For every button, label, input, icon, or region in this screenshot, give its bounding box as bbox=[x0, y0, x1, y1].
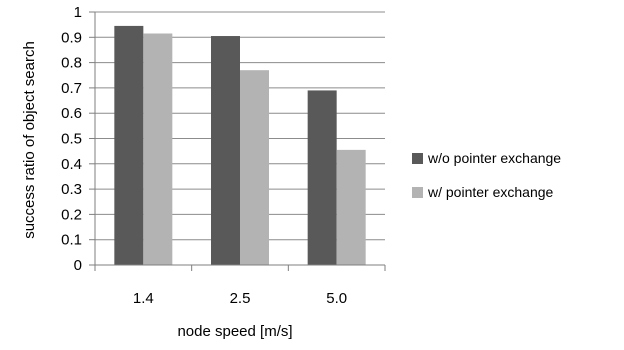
y-tick-label: 0.8 bbox=[61, 55, 82, 72]
x-axis-title: node speed [m/s] bbox=[177, 323, 292, 340]
legend-swatch bbox=[412, 153, 423, 164]
tick-labels: 0 0.1 0.2 0.3 0.4 0.5 0.6 0.7 0.8 0.9 1 1.4 2.5 5.0 bbox=[61, 4, 347, 307]
bar-without-pointer-exchange bbox=[114, 25, 144, 265]
bar-with-pointer-exchange bbox=[240, 70, 269, 265]
legend-label: w/o pointer exchange bbox=[427, 150, 561, 166]
y-tick-label: 0.1 bbox=[61, 232, 82, 249]
legend-label: w/ pointer exchange bbox=[427, 184, 554, 200]
bar-without-pointer-exchange bbox=[211, 36, 240, 265]
y-tick-label: 0.5 bbox=[61, 131, 82, 148]
axes bbox=[89, 11, 386, 271]
y-tick-label: 0.3 bbox=[61, 181, 82, 198]
y-tick-label: 0.4 bbox=[61, 156, 82, 173]
y-tick-label: 0 bbox=[74, 257, 82, 274]
bars bbox=[114, 25, 366, 266]
legend-swatch bbox=[412, 187, 423, 198]
legend: w/o pointer exchange w/ pointer exchange bbox=[412, 150, 561, 200]
y-tick-label: 1 bbox=[74, 4, 82, 21]
y-axis-title: success ratio of object search bbox=[21, 41, 38, 239]
bar-without-pointer-exchange bbox=[307, 90, 337, 266]
bar-with-pointer-exchange bbox=[336, 149, 366, 265]
y-tick-label: 0.9 bbox=[61, 29, 82, 46]
bar-with-pointer-exchange bbox=[143, 33, 173, 265]
x-tick-label: 5.0 bbox=[326, 290, 347, 307]
y-tick-label: 0.6 bbox=[61, 105, 82, 122]
x-tick-label: 1.4 bbox=[133, 290, 154, 307]
y-tick-label: 0.7 bbox=[61, 80, 82, 97]
x-tick-label: 2.5 bbox=[230, 290, 251, 307]
y-tick-label: 0.2 bbox=[61, 206, 82, 223]
